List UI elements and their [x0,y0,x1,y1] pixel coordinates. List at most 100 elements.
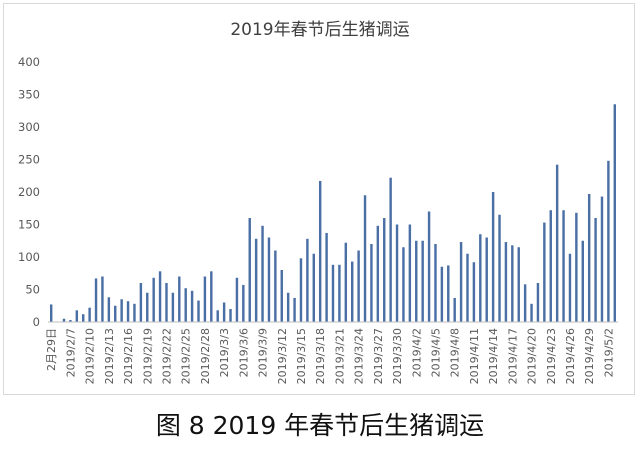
bar [254,238,258,322]
x-tick-label: 2019/2/13 [103,328,116,384]
bar [466,253,469,322]
bar [498,214,501,322]
bar [146,292,149,322]
bar [331,264,335,322]
bar [222,302,226,322]
bar [575,212,578,322]
bar [421,240,424,322]
bar [370,244,373,322]
bar [75,310,79,322]
bar [338,264,341,322]
x-tick-label: 2019/4/29 [583,328,596,384]
bar [395,224,399,322]
x-tick-label: 2019/4/11 [468,328,481,384]
bar [536,283,540,322]
x-tick-label: 2019/3/30 [391,328,404,384]
x-tick-label: 2019/3/18 [314,328,327,384]
bar [139,283,143,322]
bar [107,297,111,322]
x-tick-label: 2019/4/2 [410,328,423,377]
bar-chart: 2019年春节后生猪调运 0 50 100 150 200 250 300 350 400 2月… [18,20,618,384]
x-tick-label: 2019/4/17 [506,328,519,384]
bar [312,253,315,322]
bar [267,237,271,322]
bar [299,258,303,322]
y-tick-label: 300 [18,120,40,134]
bar [120,299,123,322]
bar [523,284,527,322]
bar [49,304,53,322]
bar [568,253,572,322]
x-tick-label: 2019/4/20 [526,328,539,384]
bar [274,250,277,322]
x-tick-label: 2019/4/8 [449,328,462,377]
bar [165,283,168,322]
x-tick-label: 2019/2/28 [199,328,212,384]
bar [581,240,584,322]
bar [472,262,476,322]
bar [415,240,418,322]
bar [549,210,552,322]
bar [530,303,533,322]
bar [261,225,264,322]
y-tick-label: 150 [18,218,40,232]
y-tick-label: 350 [18,88,40,102]
bar [216,310,219,322]
bar [427,211,431,322]
bar [235,277,239,322]
bar [94,278,98,322]
bar [594,218,597,322]
y-tick-label: 400 [18,55,40,69]
y-axis: 0 50 100 150 200 250 300 350 400 [18,55,40,329]
x-tick-label: 2019/4/26 [564,328,577,384]
bar [504,242,508,322]
bar [351,261,354,322]
bar [248,218,251,322]
bar [408,224,412,322]
bar [485,237,488,322]
bar [447,265,450,322]
bar [325,232,328,322]
bar [197,300,200,322]
x-tick-label: 2019/2/10 [84,328,97,384]
bar [357,250,360,322]
bar [88,307,91,322]
x-tick-label: 2019/3/6 [237,328,250,377]
x-axis: 2月29日 2019/2/7 2019/2/10 2019/2/13 2019/2/16… [45,321,618,384]
bar [306,238,309,322]
bar [613,104,617,322]
bar [453,297,456,322]
y-tick-label: 100 [18,250,40,264]
bar [344,242,348,322]
bar [293,297,296,322]
bar [562,210,565,322]
bar [82,314,85,322]
bar [184,288,187,322]
x-tick-label: 2019/4/14 [487,328,500,384]
bar [286,292,290,322]
bar [543,222,546,322]
bar [152,277,155,322]
bar [62,318,66,322]
x-tick-label: 2019/2/7 [64,328,77,377]
bar [69,320,72,322]
bar [491,192,495,322]
bar [210,271,213,322]
x-tick-label: 2019/4/5 [429,328,442,377]
figure-caption: 图 8 2019 年春节后生猪调运 [155,411,485,440]
y-tick-label: 50 [25,283,40,297]
x-tick-label: 2019/3/24 [353,328,366,384]
x-tick-label: 2019/2/25 [180,328,193,384]
bar [459,242,463,322]
x-tick-label: 2019/3/9 [257,328,270,377]
bar [376,225,380,322]
x-tick-label: 2019/3/21 [333,328,346,384]
bar [190,290,194,322]
bar [434,244,437,322]
bars [49,104,617,322]
bar [511,245,514,322]
bar [607,160,610,322]
x-tick-label: 2019/5/2 [602,328,615,377]
bar [389,177,392,322]
bar [318,180,322,322]
